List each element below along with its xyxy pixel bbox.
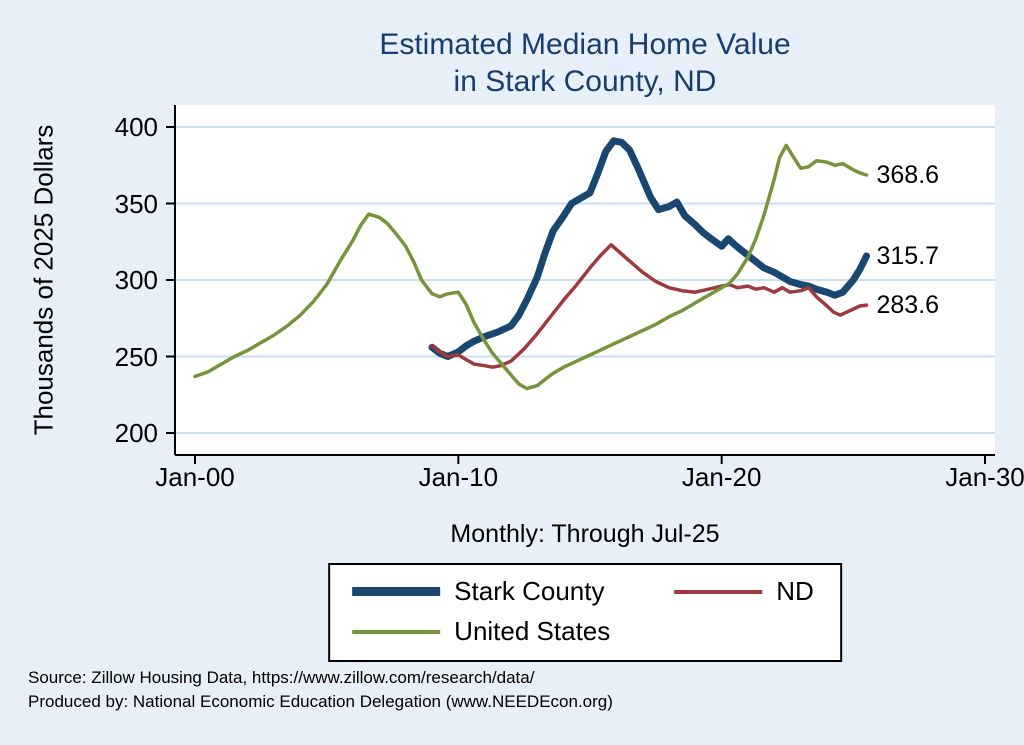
legend-item-united-states: United States	[352, 616, 610, 647]
legend-item-nd: ND	[674, 576, 814, 607]
y-tick-label: 350	[114, 188, 158, 219]
series-end-label-nd: 283.6	[876, 291, 940, 320]
series-end-label-stark-county: 315.7	[876, 241, 940, 270]
x-tick-label: Jan-20	[681, 462, 762, 492]
x-axis-caption: Monthly: Through Jul-25	[450, 520, 720, 548]
legend-line-swatch	[352, 587, 441, 596]
chart-plot-svg	[166, 105, 995, 464]
legend: Stark County ND United States	[328, 563, 842, 662]
footer-source-line: Source: Zillow Housing Data, https://www…	[28, 668, 535, 687]
series-line-stark-county	[428, 137, 870, 360]
chart-title: Estimated Median Home Value in Stark Cou…	[379, 26, 790, 100]
y-axis-label: Thousands of 2025 Dollars	[28, 124, 59, 436]
series-line-nd	[430, 243, 869, 369]
y-tick-label: 300	[114, 265, 158, 295]
legend-line-swatch	[674, 589, 763, 594]
y-tick-label: 250	[114, 341, 158, 372]
footer-producer-line: Produced by: National Economic Education…	[28, 692, 613, 711]
y-tick-label: 400	[114, 112, 158, 142]
chart-title-line1: Estimated Median Home Value	[379, 28, 791, 61]
legend-line-swatch	[352, 629, 441, 634]
legend-item-stark-county: Stark County	[352, 576, 610, 607]
legend-label: ND	[776, 576, 814, 606]
x-tick-label: Jan-00	[155, 462, 235, 492]
legend-label: United States	[454, 616, 611, 646]
chart-title-line2: in Stark County, ND	[453, 65, 717, 98]
plot-area	[166, 105, 995, 464]
series-end-label-united-states: 368.6	[876, 161, 940, 190]
legend-label: Stark County	[454, 576, 605, 606]
y-tick-label: 200	[114, 418, 158, 448]
x-tick-label: Jan-30	[945, 462, 1024, 492]
series-line-united-states	[193, 143, 869, 391]
x-tick-label: Jan-10	[418, 462, 499, 492]
